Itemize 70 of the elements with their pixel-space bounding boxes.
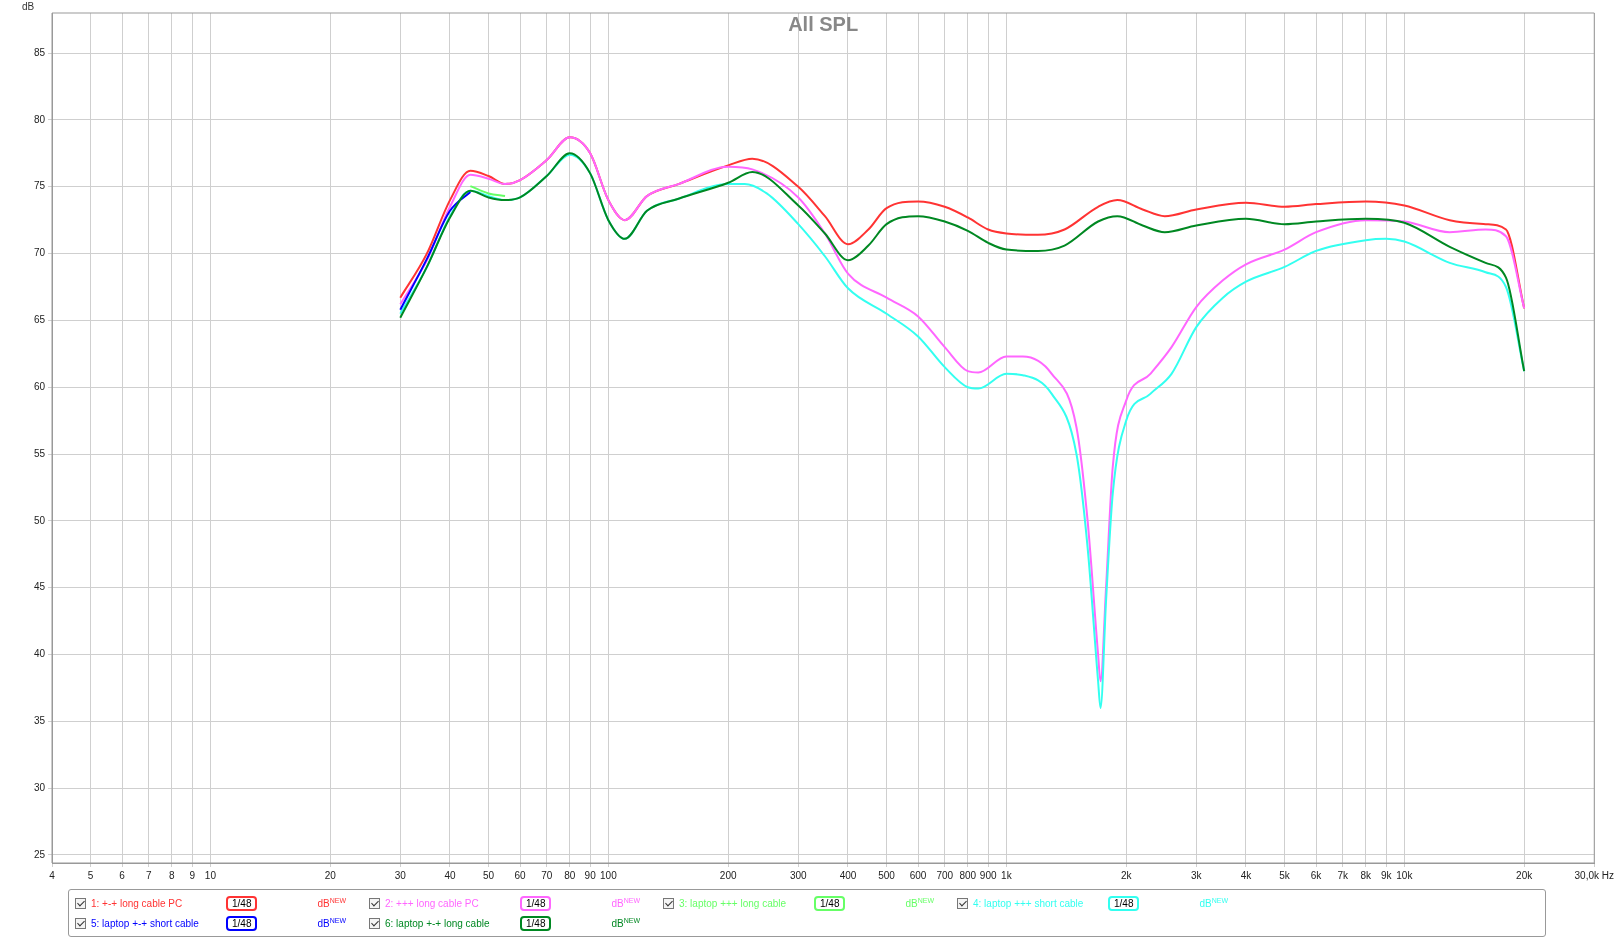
y-axis-title: dB — [21, 0, 35, 12]
chart-title: All SPL — [788, 12, 859, 35]
x-tick-label: 5 — [87, 869, 94, 881]
x-tick-label: 8k — [1360, 869, 1373, 881]
x-tick-label: 6 — [119, 869, 126, 881]
y-tick-label: 65 — [33, 314, 46, 326]
x-tick-label: 100 — [600, 869, 618, 881]
y-tick-label: 75 — [33, 180, 46, 192]
text: 2: +++ long cable PC — [385, 897, 480, 909]
x-tick-label: 30 — [394, 869, 407, 881]
x-tick-label: 4k — [1240, 869, 1253, 881]
y-tick-label: 30 — [33, 781, 46, 793]
text: 1/48 — [526, 897, 546, 909]
x-tick-label: 3k — [1190, 869, 1203, 881]
text: 1: +-+ long cable PC — [91, 897, 184, 909]
x-tick-label: 9 — [189, 869, 196, 881]
y-tick-label: 25 — [33, 848, 46, 860]
x-tick-label: 10k — [1396, 869, 1414, 881]
x-tick-label: 9k — [1380, 869, 1393, 881]
y-tick-label: 40 — [33, 648, 46, 660]
x-tick-label: 300 — [789, 869, 808, 881]
text: dB$^{NEW}$ — [611, 916, 641, 930]
x-tick-label: 700 — [936, 869, 954, 881]
y-tick-label: 60 — [33, 380, 46, 392]
y-tick-label: 45 — [33, 581, 46, 593]
x-tick-label: 7k — [1337, 869, 1349, 881]
x-tick-label: 5k — [1279, 869, 1291, 881]
x-tick-label: 50 — [483, 869, 495, 881]
text: dB$^{NEW}$ — [611, 896, 641, 910]
x-tick-label: 900 — [979, 869, 997, 881]
text: 1/48 — [526, 917, 546, 929]
x-tick-label: 10 — [204, 869, 217, 881]
x-tick-label: 90 — [584, 869, 597, 881]
y-tick-label: 55 — [33, 447, 46, 459]
x-tick-label: 500 — [878, 869, 896, 881]
text: 3: laptop +++ long cable — [679, 897, 788, 909]
text: 1/48 — [232, 917, 252, 929]
x-tick-label: 400 — [839, 869, 857, 881]
x-tick-label: 600 — [909, 869, 927, 881]
line-series — [399, 191, 472, 311]
x-tick-label: 7 — [145, 869, 152, 881]
text: 1/48 — [226, 895, 258, 911]
text: 6: laptop +-+ long cable — [385, 917, 491, 929]
y-tick-label: 70 — [33, 247, 46, 259]
x-tick-label: 1k — [1001, 869, 1013, 881]
x-tick-label: 800 — [959, 869, 977, 881]
text: dB$^{NEW}$ — [317, 916, 347, 930]
x-tick-label: 200 — [719, 869, 737, 881]
text: 5: laptop +-+ short cable — [91, 917, 200, 929]
x-tick-label: 60 — [514, 869, 527, 881]
y-tick-label: 85 — [33, 46, 46, 58]
x-tick-label: 30,0k Hz — [1574, 869, 1614, 881]
text: 1/48 — [820, 897, 840, 909]
text: 4: laptop +++ short cable — [973, 897, 1085, 909]
text: dB$^{NEW}$ — [317, 896, 347, 910]
y-tick-label: 80 — [33, 113, 46, 125]
x-tick-label: 4 — [49, 869, 56, 881]
x-tick-label: 20 — [324, 869, 337, 881]
y-tick-label: 50 — [33, 514, 46, 526]
x-tick-label: 8 — [169, 869, 176, 881]
text: dB$^{NEW}$ — [1199, 896, 1229, 910]
text: dB$^{NEW}$ — [905, 896, 935, 910]
x-tick-label: 2k — [1120, 869, 1133, 881]
x-tick-label: 40 — [444, 869, 456, 881]
x-tick-label: 70 — [541, 869, 553, 881]
x-tick-label: 20k — [1516, 869, 1534, 881]
x-tick-label: 6k — [1310, 869, 1323, 881]
x-tick-label: 80 — [564, 869, 576, 881]
y-tick-label: 35 — [33, 715, 46, 727]
text: 1/48 — [1114, 897, 1134, 909]
